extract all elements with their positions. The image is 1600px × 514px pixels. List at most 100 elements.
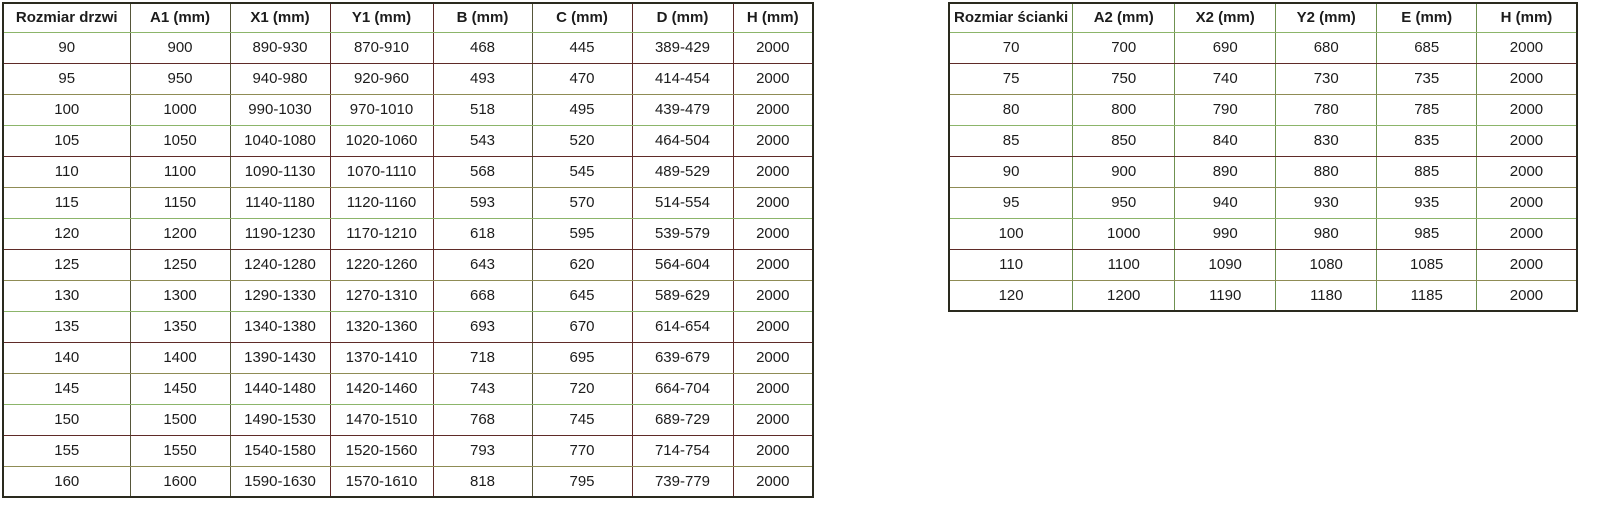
table-cell: 2000 <box>732 404 813 436</box>
table-cell: 720 <box>531 373 632 405</box>
wall-table-body: 70 700 690 680 685 2000 75 750 740 730 735 2000 80 80… <box>949 32 1577 312</box>
table-cell: 689-729 <box>631 404 733 436</box>
table-cell: 2000 <box>1476 156 1577 188</box>
table-cell: 950 <box>1072 187 1175 219</box>
table-cell: 2000 <box>1476 249 1577 281</box>
table-cell: 795 <box>531 466 632 498</box>
table-cell: 120 <box>3 218 130 250</box>
table-cell: 930 <box>1275 187 1377 219</box>
table-cell: 695 <box>531 342 632 374</box>
table-row: 110 1100 1090-1130 1070-1110 568 545 489-529 20… <box>3 156 813 188</box>
table-cell: 1350 <box>129 311 230 343</box>
table-cell: 105 <box>3 125 130 157</box>
table-cell: 150 <box>3 404 130 436</box>
table-cell: 870-910 <box>329 32 433 64</box>
column-header: X1 (mm) <box>229 3 330 33</box>
table-cell: 1000 <box>1072 218 1175 250</box>
table-cell: 389-429 <box>631 32 733 64</box>
table-row: 85 850 840 830 835 2000 <box>949 125 1577 157</box>
table-cell: 970-1010 <box>329 94 433 126</box>
table-cell: 1150 <box>129 187 230 219</box>
column-header: B (mm) <box>432 3 532 33</box>
table-cell: 830 <box>1275 125 1377 157</box>
table-cell: 743 <box>432 373 532 405</box>
table-cell: 1300 <box>129 280 230 312</box>
table-cell: 685 <box>1376 32 1477 64</box>
column-header: X2 (mm) <box>1174 3 1276 33</box>
table-cell: 1520-1560 <box>329 435 433 467</box>
table-cell: 664-704 <box>631 373 733 405</box>
table-cell: 680 <box>1275 32 1377 64</box>
table-cell: 1390-1430 <box>229 342 330 374</box>
door-table-body: 90 900 890-930 870-910 468 445 389-429 2000 95 95… <box>3 32 813 498</box>
table-cell: 668 <box>432 280 532 312</box>
column-header: Rozmiar ścianki <box>949 3 1073 33</box>
table-row: 120 1200 1190 1180 1185 2000 <box>949 280 1577 312</box>
table-cell: 1080 <box>1275 249 1377 281</box>
table-cell: 1100 <box>129 156 230 188</box>
table-cell: 2000 <box>732 156 813 188</box>
table-cell: 890-930 <box>229 32 330 64</box>
table-cell: 700 <box>1072 32 1175 64</box>
table-cell: 1600 <box>129 466 230 498</box>
column-header: A1 (mm) <box>129 3 230 33</box>
table-cell: 645 <box>531 280 632 312</box>
table-cell: 2000 <box>732 187 813 219</box>
table-cell: 125 <box>3 249 130 281</box>
table-cell: 2000 <box>732 311 813 343</box>
table-cell: 518 <box>432 94 532 126</box>
table-cell: 568 <box>432 156 532 188</box>
table-cell: 95 <box>3 63 130 95</box>
table-cell: 1170-1210 <box>329 218 433 250</box>
door-size-table: Rozmiar drzwi A1 (mm) X1 (mm) Y1 (mm) B (mm)… <box>2 2 814 498</box>
table-cell: 770 <box>531 435 632 467</box>
table-row: 125 1250 1240-1280 1220-1260 643 620 564-604 20… <box>3 249 813 281</box>
table-cell: 1590-1630 <box>229 466 330 498</box>
column-header: Rozmiar drzwi <box>3 3 130 33</box>
table-cell: 2000 <box>1476 63 1577 95</box>
table-row: 140 1400 1390-1430 1370-1410 718 695 639-679 20… <box>3 342 813 374</box>
column-header: A2 (mm) <box>1072 3 1175 33</box>
table-cell: 2000 <box>1476 218 1577 250</box>
table-row: 110 1100 1090 1080 1085 2000 <box>949 249 1577 281</box>
table-cell: 115 <box>3 187 130 219</box>
table-cell: 543 <box>432 125 532 157</box>
table-cell: 2000 <box>1476 94 1577 126</box>
table-cell: 768 <box>432 404 532 436</box>
table-cell: 990-1030 <box>229 94 330 126</box>
column-header: H (mm) <box>732 3 813 33</box>
table-cell: 880 <box>1275 156 1377 188</box>
table-row: 70 700 690 680 685 2000 <box>949 32 1577 64</box>
table-row: 75 750 740 730 735 2000 <box>949 63 1577 95</box>
table-cell: 1500 <box>129 404 230 436</box>
table-cell: 670 <box>531 311 632 343</box>
table-cell: 1290-1330 <box>229 280 330 312</box>
door-table-header-row: Rozmiar drzwi A1 (mm) X1 (mm) Y1 (mm) B (mm)… <box>3 3 813 33</box>
table-cell: 1540-1580 <box>229 435 330 467</box>
table-cell: 693 <box>432 311 532 343</box>
table-row: 145 1450 1440-1480 1420-1460 743 720 664-704 20… <box>3 373 813 405</box>
table-cell: 80 <box>949 94 1073 126</box>
table-cell: 745 <box>531 404 632 436</box>
table-cell: 900 <box>1072 156 1175 188</box>
table-cell: 750 <box>1072 63 1175 95</box>
table-cell: 2000 <box>1476 125 1577 157</box>
table-row: 150 1500 1490-1530 1470-1510 768 745 689-729 20… <box>3 404 813 436</box>
table-cell: 1400 <box>129 342 230 374</box>
table-cell: 785 <box>1376 94 1477 126</box>
table-cell: 1120-1160 <box>329 187 433 219</box>
table-cell: 100 <box>3 94 130 126</box>
table-cell: 1185 <box>1376 280 1477 312</box>
table-cell: 900 <box>129 32 230 64</box>
table-cell: 1050 <box>129 125 230 157</box>
table-cell: 110 <box>949 249 1073 281</box>
table-cell: 850 <box>1072 125 1175 157</box>
table-cell: 70 <box>949 32 1073 64</box>
column-header: Y1 (mm) <box>329 3 433 33</box>
table-cell: 1090 <box>1174 249 1276 281</box>
table-cell: 793 <box>432 435 532 467</box>
table-cell: 1570-1610 <box>329 466 433 498</box>
table-cell: 514-554 <box>631 187 733 219</box>
table-cell: 1180 <box>1275 280 1377 312</box>
